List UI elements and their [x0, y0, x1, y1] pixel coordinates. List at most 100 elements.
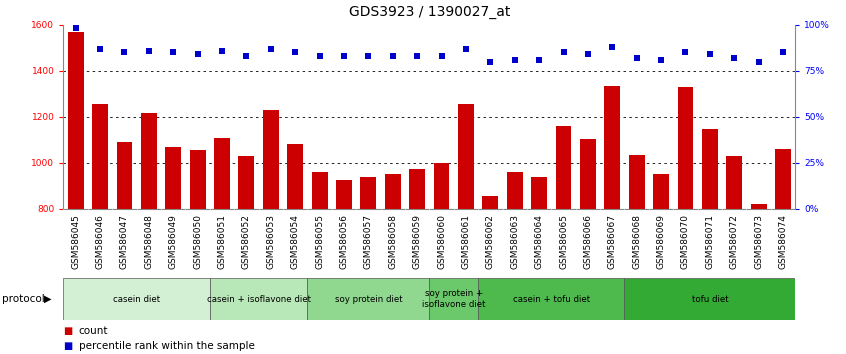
Text: GSM586061: GSM586061: [461, 215, 470, 269]
Text: GDS3923 / 1390027_at: GDS3923 / 1390027_at: [349, 5, 510, 19]
Bar: [239, 156, 255, 354]
Text: GSM586069: GSM586069: [656, 215, 666, 269]
Point: [167, 50, 180, 55]
Point: [459, 46, 473, 52]
Point: [654, 57, 667, 63]
Bar: [478, 278, 624, 320]
Bar: [556, 126, 571, 354]
Text: GSM586065: GSM586065: [559, 215, 568, 269]
Point: [752, 59, 766, 64]
Point: [215, 48, 228, 53]
Point: [118, 50, 131, 55]
Bar: [482, 196, 498, 354]
Point: [142, 48, 156, 53]
Bar: [63, 278, 210, 320]
Text: GSM586054: GSM586054: [291, 215, 299, 269]
Bar: [141, 113, 157, 354]
Bar: [434, 163, 449, 354]
Point: [264, 46, 277, 52]
Bar: [458, 104, 474, 354]
Text: ▶: ▶: [44, 294, 51, 304]
Point: [728, 55, 741, 61]
Text: GSM586053: GSM586053: [266, 215, 275, 269]
Text: casein + isoflavone diet: casein + isoflavone diet: [206, 295, 310, 304]
Text: GSM586046: GSM586046: [96, 215, 105, 269]
Bar: [702, 130, 717, 354]
Text: casein + tofu diet: casein + tofu diet: [513, 295, 590, 304]
Bar: [531, 177, 547, 354]
Bar: [210, 278, 307, 320]
Text: GSM586059: GSM586059: [413, 215, 421, 269]
Text: GSM586049: GSM586049: [168, 215, 178, 269]
Text: GSM586048: GSM586048: [145, 215, 153, 269]
Text: GSM586045: GSM586045: [71, 215, 80, 269]
Bar: [385, 175, 401, 354]
Bar: [653, 175, 669, 354]
Bar: [190, 150, 206, 354]
Bar: [336, 180, 352, 354]
Bar: [727, 156, 742, 354]
Bar: [288, 144, 303, 354]
Bar: [429, 278, 478, 320]
Bar: [507, 172, 523, 354]
Bar: [775, 149, 791, 354]
Bar: [68, 32, 84, 354]
Text: percentile rank within the sample: percentile rank within the sample: [79, 341, 255, 351]
Text: casein diet: casein diet: [113, 295, 160, 304]
Text: ■: ■: [63, 326, 73, 336]
Text: GSM586067: GSM586067: [607, 215, 617, 269]
Text: soy protein diet: soy protein diet: [334, 295, 402, 304]
Point: [606, 44, 619, 50]
Bar: [580, 139, 596, 354]
Point: [239, 53, 253, 59]
Bar: [165, 147, 181, 354]
Text: tofu diet: tofu diet: [691, 295, 728, 304]
Text: GSM586071: GSM586071: [706, 215, 714, 269]
Point: [288, 50, 302, 55]
Text: GSM586066: GSM586066: [584, 215, 592, 269]
Text: count: count: [79, 326, 108, 336]
Point: [508, 57, 521, 63]
Point: [532, 57, 546, 63]
Point: [93, 46, 107, 52]
Bar: [624, 278, 795, 320]
Bar: [629, 155, 645, 354]
Point: [313, 53, 327, 59]
Bar: [678, 87, 694, 354]
Text: GSM586070: GSM586070: [681, 215, 690, 269]
Text: GSM586047: GSM586047: [120, 215, 129, 269]
Text: GSM586064: GSM586064: [535, 215, 544, 269]
Point: [630, 55, 644, 61]
Point: [386, 53, 399, 59]
Bar: [263, 110, 278, 354]
Text: GSM586062: GSM586062: [486, 215, 495, 269]
Bar: [117, 142, 132, 354]
Text: GSM586051: GSM586051: [217, 215, 227, 269]
Bar: [750, 204, 766, 354]
Bar: [214, 138, 230, 354]
Bar: [307, 278, 429, 320]
Point: [435, 53, 448, 59]
Text: GSM586068: GSM586068: [632, 215, 641, 269]
Text: GSM586073: GSM586073: [754, 215, 763, 269]
Text: GSM586058: GSM586058: [388, 215, 398, 269]
Point: [557, 50, 570, 55]
Bar: [360, 177, 376, 354]
Text: soy protein +
isoflavone diet: soy protein + isoflavone diet: [422, 290, 486, 309]
Point: [678, 50, 692, 55]
Bar: [604, 86, 620, 354]
Text: GSM586060: GSM586060: [437, 215, 446, 269]
Point: [703, 51, 717, 57]
Text: GSM586057: GSM586057: [364, 215, 373, 269]
Point: [361, 53, 375, 59]
Bar: [311, 172, 327, 354]
Text: GSM586056: GSM586056: [339, 215, 349, 269]
Point: [484, 59, 497, 64]
Bar: [409, 169, 425, 354]
Point: [191, 51, 205, 57]
Text: GSM586052: GSM586052: [242, 215, 251, 269]
Text: GSM586072: GSM586072: [730, 215, 739, 269]
Text: GSM586050: GSM586050: [193, 215, 202, 269]
Text: ■: ■: [63, 341, 73, 351]
Point: [410, 53, 424, 59]
